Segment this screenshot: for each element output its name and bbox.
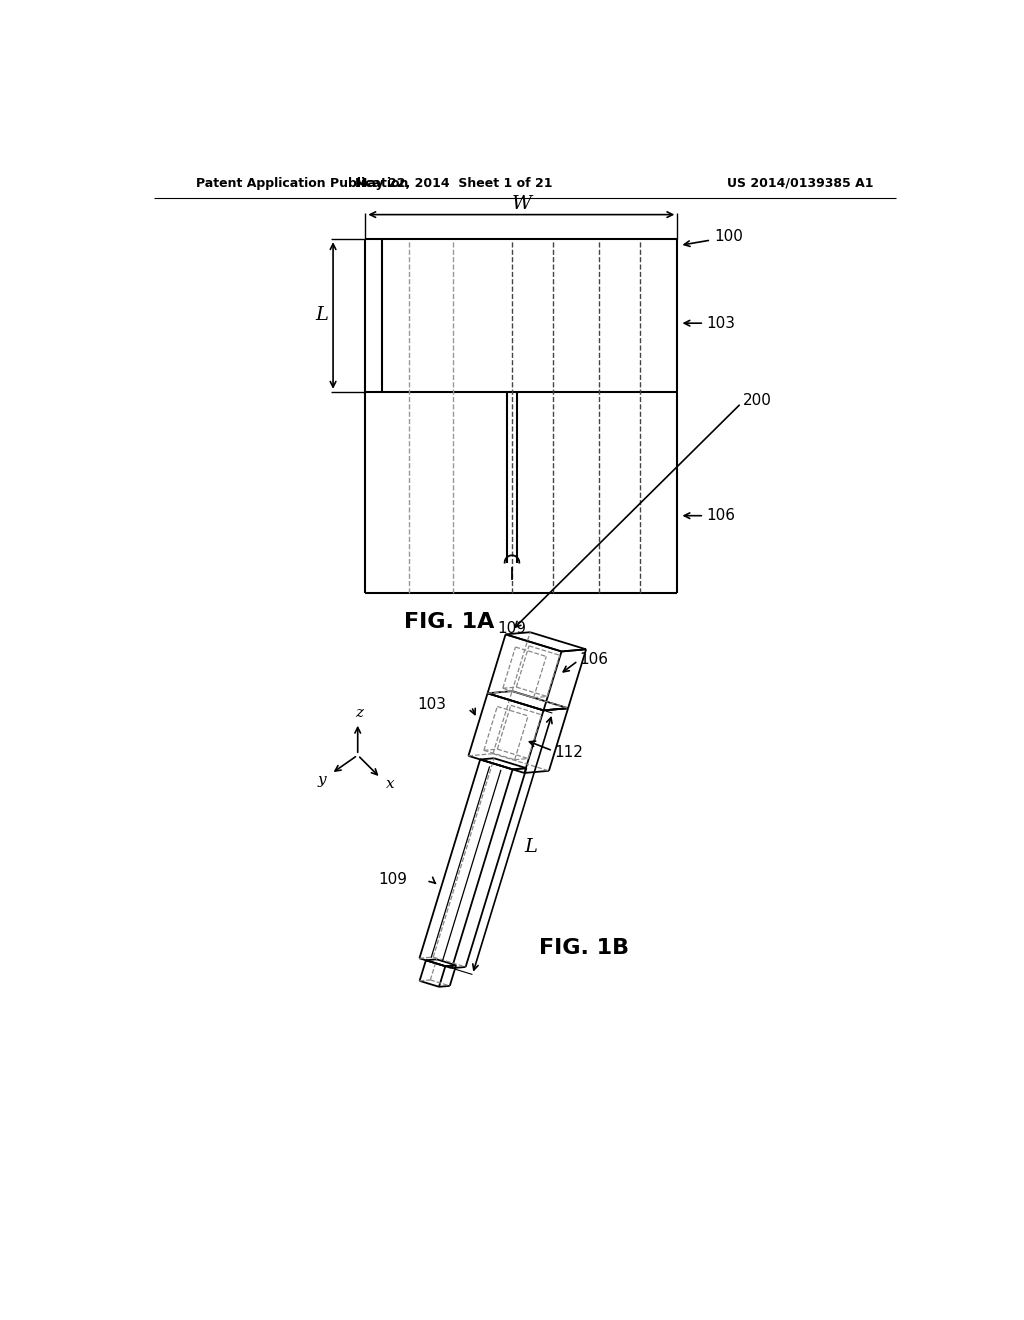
Text: x: x (385, 777, 394, 791)
Text: FIG. 1B: FIG. 1B (539, 937, 629, 957)
Text: 200: 200 (742, 393, 772, 408)
Text: z: z (355, 706, 364, 719)
Text: 106: 106 (580, 652, 608, 667)
Text: Patent Application Publication: Patent Application Publication (196, 177, 409, 190)
Text: FIG. 1A: FIG. 1A (403, 612, 495, 632)
Text: 100: 100 (714, 230, 743, 244)
Text: 109: 109 (379, 873, 408, 887)
Text: L: L (315, 306, 329, 325)
Text: 103: 103 (417, 697, 446, 713)
Text: 103: 103 (707, 315, 735, 331)
Text: W: W (511, 195, 531, 213)
Text: 106: 106 (707, 508, 735, 523)
Text: y: y (317, 772, 327, 787)
Text: L: L (524, 838, 538, 857)
Text: US 2014/0139385 A1: US 2014/0139385 A1 (727, 177, 873, 190)
Text: May 22, 2014  Sheet 1 of 21: May 22, 2014 Sheet 1 of 21 (355, 177, 553, 190)
Text: 112: 112 (554, 744, 584, 760)
Text: 109: 109 (498, 620, 526, 636)
